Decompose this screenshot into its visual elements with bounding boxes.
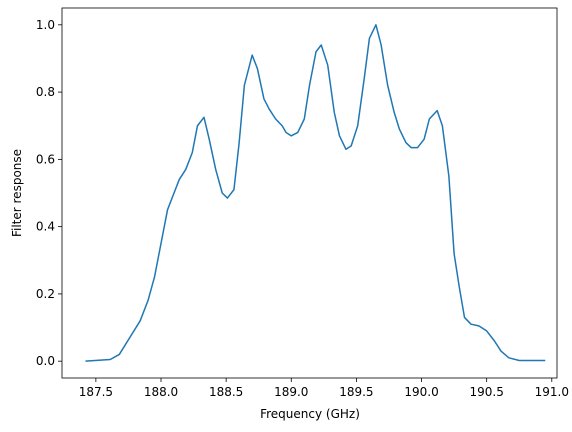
x-tick-label: 191.0 [535,385,569,399]
x-tick-label: 188.5 [209,385,243,399]
line-series [85,24,546,362]
x-tick-label: 189.0 [274,385,308,399]
y-axis-label: Filter response [10,149,24,237]
y-tick-label: 0.2 [36,287,55,301]
x-tick-label: 190.5 [469,385,503,399]
x-tick-label: 188.0 [144,385,178,399]
y-tick-label: 1.0 [36,18,55,32]
y-tick-label: 0.4 [36,220,55,234]
y-tick-label: 0.8 [36,85,55,99]
x-tick-label: 189.5 [339,385,373,399]
x-tick-label: 187.5 [79,385,113,399]
y-tick-label: 0.0 [36,354,55,368]
x-tick-label: 190.0 [404,385,438,399]
plot-frame [61,7,558,379]
x-axis-label: Frequency (GHz) [260,407,360,421]
y-tick-label: 0.6 [36,152,55,166]
